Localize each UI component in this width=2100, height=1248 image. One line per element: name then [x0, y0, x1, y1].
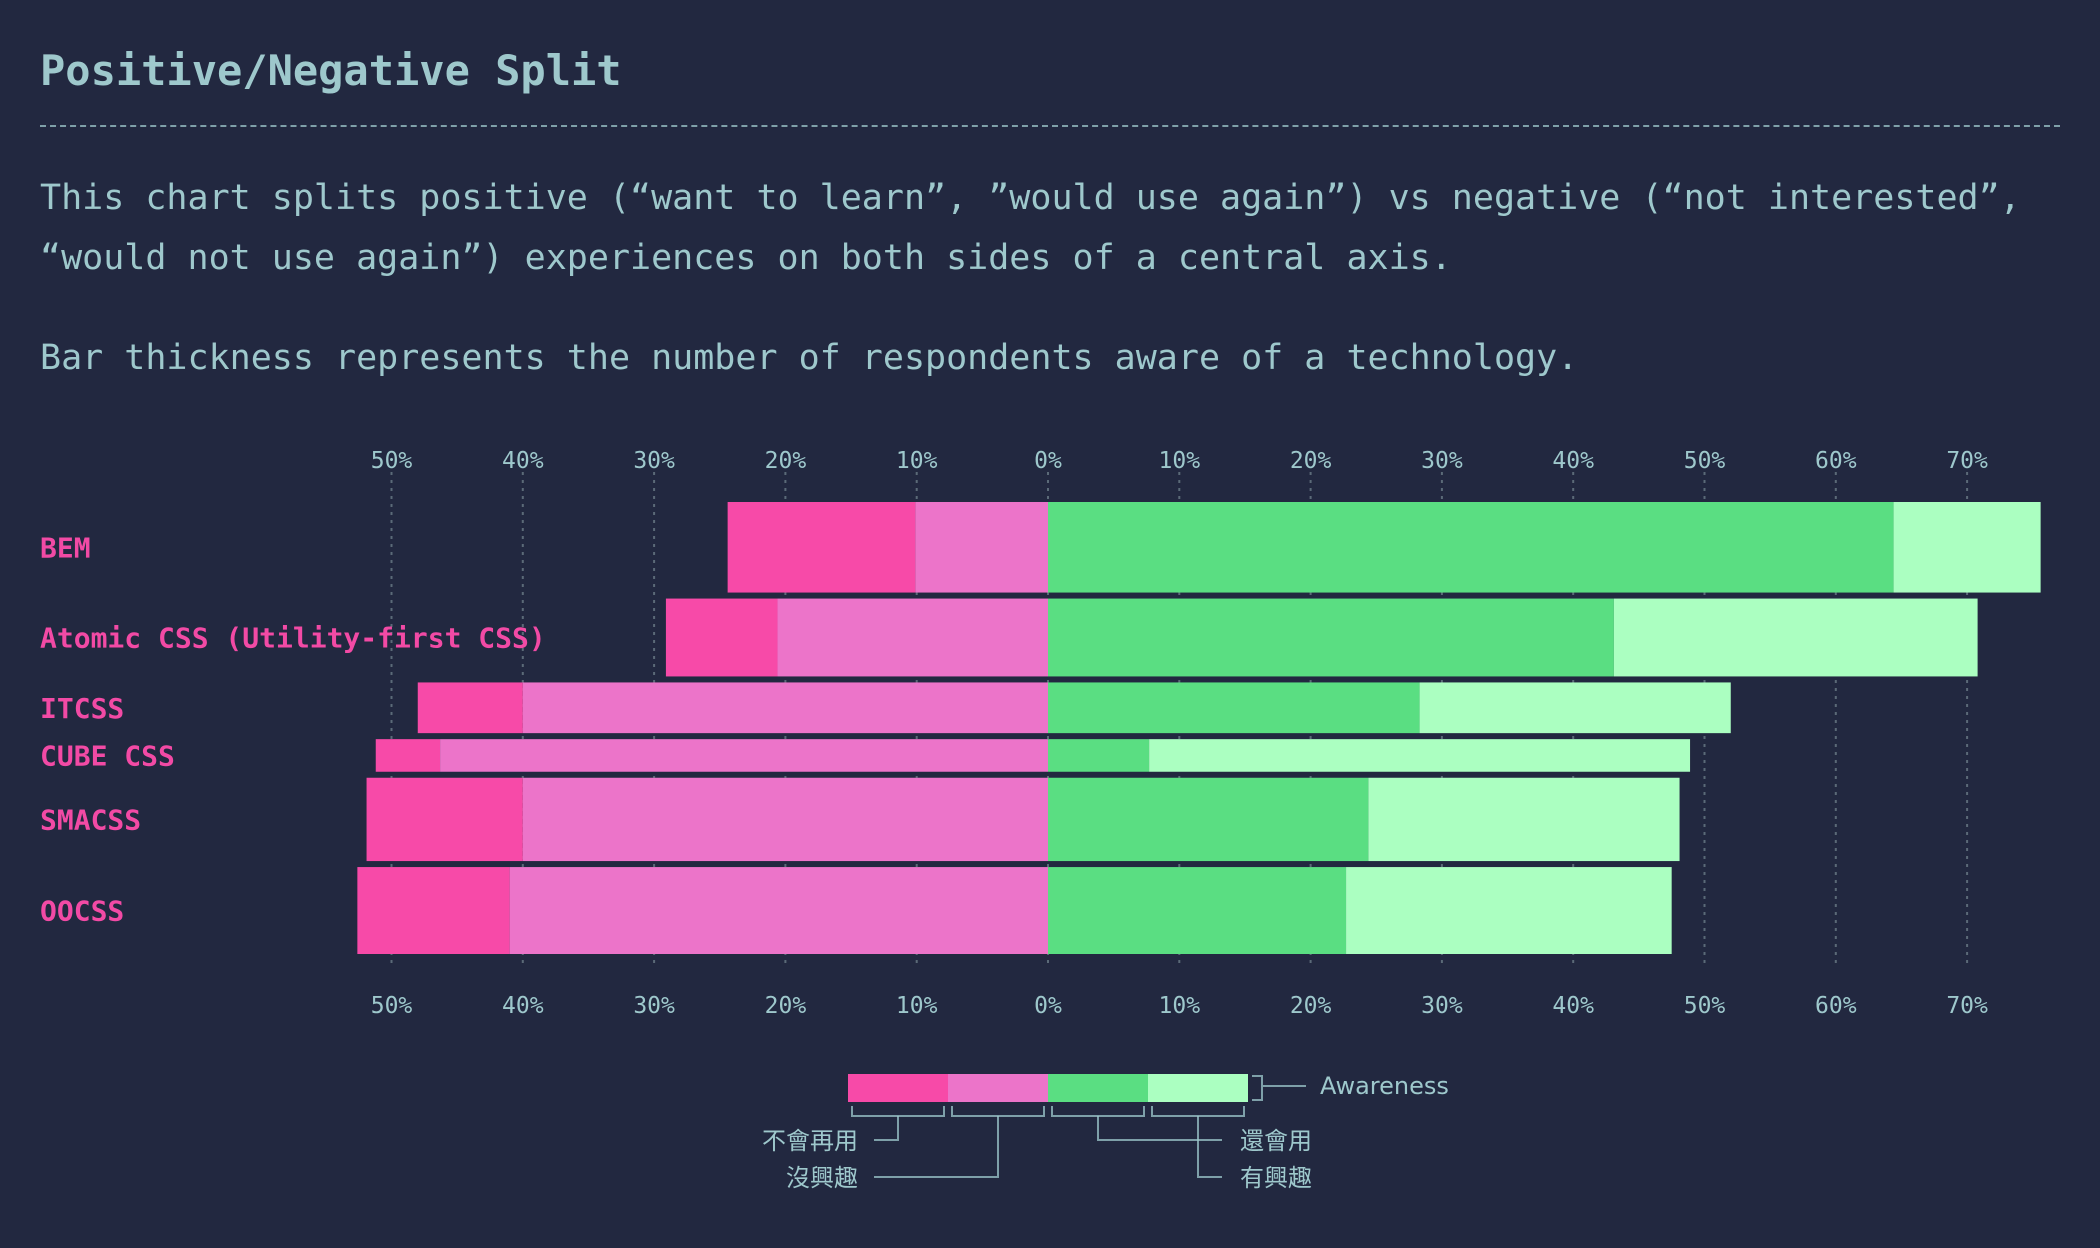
x-tick-label: 20% — [765, 448, 807, 474]
bar-segment — [1613, 598, 1978, 677]
bar-segment — [777, 598, 1048, 677]
chart-note: Bar thickness represents the number of r… — [40, 338, 1579, 378]
top-axis: 50% 40% 30% 20% 10% 0% 10% 20% 30% 40% 50% 60% 70% — [371, 448, 1988, 474]
row-label: OOCSS — [40, 895, 124, 928]
bar-segment — [915, 502, 1048, 593]
bar-segment — [366, 777, 523, 862]
legend-connector — [874, 1116, 899, 1141]
legend-swatch — [1048, 1074, 1148, 1102]
row-label: Atomic CSS (Utility-first CSS) — [40, 621, 546, 654]
bar-segment — [522, 777, 1048, 862]
x-tick-label: 50% — [371, 993, 413, 1019]
bars — [357, 502, 2041, 954]
x-tick-label: 30% — [1421, 448, 1463, 474]
x-tick-label: 0% — [1034, 993, 1062, 1019]
title-divider — [40, 125, 2060, 127]
bar-segment — [1149, 739, 1691, 772]
row-label: BEM — [40, 531, 91, 564]
bar-segment — [1048, 739, 1150, 772]
legend-connector — [1097, 1116, 1222, 1141]
legend-swatch — [948, 1074, 1048, 1102]
bar-segment — [357, 867, 510, 954]
legend-connector — [1252, 1075, 1306, 1101]
bar-segment — [1048, 598, 1614, 677]
legend-label: 沒興趣 — [786, 1164, 858, 1192]
x-tick-label: 70% — [1946, 448, 1988, 474]
x-tick-label: 40% — [502, 993, 544, 1019]
bar-segment — [522, 682, 1048, 734]
x-tick-label: 0% — [1034, 448, 1062, 474]
legend-connector — [1197, 1116, 1222, 1178]
x-tick-label: 20% — [765, 993, 807, 1019]
x-tick-label: 70% — [1946, 993, 1988, 1019]
x-tick-label: 60% — [1815, 993, 1857, 1019]
x-tick-label: 50% — [1684, 448, 1726, 474]
bar-segment — [1368, 777, 1680, 862]
bar-segment — [1048, 502, 1894, 593]
x-tick-label: 10% — [1159, 993, 1201, 1019]
legend-connector — [951, 1106, 1045, 1117]
bar-segment — [417, 682, 523, 734]
x-tick-label: 40% — [502, 448, 544, 474]
x-tick-label: 50% — [371, 448, 413, 474]
bar-segment — [1893, 502, 2041, 593]
legend-connector — [1151, 1106, 1245, 1117]
bar-segment — [1346, 867, 1672, 954]
x-tick-label: 10% — [896, 993, 938, 1019]
bar-segment — [1048, 777, 1369, 862]
x-tick-label: 30% — [633, 993, 675, 1019]
bar-segment — [1419, 682, 1731, 734]
bar-segment — [440, 739, 1048, 772]
legend-label: 不會再用 — [762, 1127, 858, 1155]
x-tick-label: 50% — [1684, 993, 1726, 1019]
x-tick-label: 40% — [1552, 448, 1594, 474]
bottom-axis: 50% 40% 30% 20% 10% 0% 10% 20% 30% 40% 50% 60% 70% — [371, 993, 1988, 1019]
x-tick-label: 20% — [1290, 993, 1332, 1019]
row-labels: BEM Atomic CSS (Utility-first CSS) ITCSS CU… — [40, 531, 546, 927]
page-title: Positive/Negative Split — [40, 46, 622, 95]
bar-segment — [665, 598, 778, 677]
bar-segment — [1048, 682, 1420, 734]
x-tick-label: 10% — [1159, 448, 1201, 474]
row-label: CUBE CSS — [40, 739, 175, 772]
x-tick-label: 20% — [1290, 448, 1332, 474]
legend-swatch — [848, 1074, 948, 1102]
legend-connector — [1051, 1106, 1145, 1117]
bar-segment — [727, 502, 916, 593]
legend-awareness-label: Awareness — [1320, 1072, 1449, 1100]
legend-connector — [851, 1106, 945, 1117]
bar-segment — [1048, 867, 1347, 954]
legend-label: 有興趣 — [1240, 1164, 1312, 1192]
row-label: ITCSS — [40, 692, 124, 725]
chart-description: This chart splits positive (“want to lea… — [40, 178, 2021, 278]
row-label: SMACSS — [40, 803, 141, 836]
x-tick-label: 60% — [1815, 448, 1857, 474]
legend-connector — [874, 1116, 999, 1178]
bar-segment — [375, 739, 441, 772]
x-tick-label: 10% — [896, 448, 938, 474]
bar-segment — [509, 867, 1048, 954]
x-tick-label: 30% — [1421, 993, 1463, 1019]
legend-label: 還會用 — [1240, 1127, 1312, 1155]
x-tick-label: 40% — [1552, 993, 1594, 1019]
legend-swatch — [1148, 1074, 1248, 1102]
x-tick-label: 30% — [633, 448, 675, 474]
